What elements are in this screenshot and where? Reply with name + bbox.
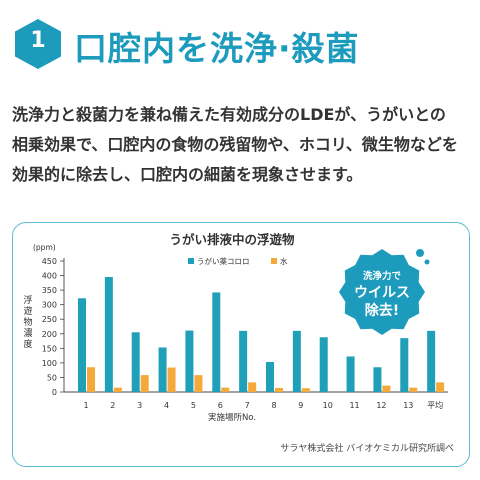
description: 洗浄力と殺菌力を兼ね備えた有効成分のLDEが、うがいとの 相乗効果で、口腔内の食… [12, 100, 474, 190]
callout-droplet-icon [416, 249, 424, 257]
bar-series-1 [346, 356, 355, 392]
x-tick-label: 9 [298, 401, 303, 410]
y-tick-label: 450 [42, 257, 57, 266]
y-tick-label: 400 [42, 272, 57, 281]
bar-series-1 [319, 337, 328, 392]
bar-series-1 [427, 330, 436, 392]
x-tick-label: 11 [349, 401, 359, 410]
bar-series-1 [78, 298, 86, 392]
bar-series-1 [131, 332, 140, 392]
description-line-1: 洗浄力と殺菌力を兼ね備えた有効成分のLDEが、うがいとの [12, 105, 446, 124]
bar-series-2 [248, 382, 257, 392]
y-axis-label-char: 濃 [23, 327, 32, 339]
bar-series-2 [436, 382, 445, 392]
bar-series-2 [113, 387, 122, 392]
callout-droplet-icon [424, 259, 430, 265]
y-tick-label: 300 [42, 301, 57, 310]
bar-series-2 [87, 367, 95, 392]
bar-series-2 [194, 375, 203, 392]
bar-series-1 [266, 362, 274, 392]
callout-line-1: 洗浄力で [363, 270, 402, 282]
y-unit-label: (ppm) [33, 243, 56, 252]
x-tick-label: 1 [83, 401, 88, 410]
y-tick-label: 100 [42, 359, 57, 368]
bar-series-2 [275, 387, 283, 392]
x-tick-label: 13 [403, 401, 413, 410]
callout-line-2: ウイルス [354, 285, 410, 301]
bar-series-1 [239, 330, 248, 392]
x-tick-label: 4 [164, 401, 169, 410]
y-tick-label: 350 [42, 286, 57, 295]
description-line-2: 相乗効果で、口腔内の食物の残留物や、ホコリ、微生物などを [12, 135, 458, 154]
legend-swatch-series-2 [271, 258, 277, 264]
bar-series-1 [292, 330, 301, 392]
x-tick-label: 8 [271, 401, 276, 410]
bar-series-1 [212, 292, 221, 392]
bar-series-2 [167, 367, 176, 392]
bar-series-1 [373, 367, 382, 392]
bar-series-2 [140, 375, 149, 392]
description-line-3: 効果的に除去し、口腔内の細菌を現象させます。 [12, 165, 363, 184]
y-axis-label-char: 遊 [23, 305, 32, 317]
bar-series-1 [185, 330, 194, 392]
legend-label-series-2: 水 [280, 256, 288, 266]
page-title: 口腔内を洗浄·殺菌 [74, 29, 360, 68]
bar-series-1 [158, 347, 167, 392]
bar-series-1 [400, 338, 409, 392]
y-tick-label: 250 [42, 315, 57, 324]
x-tick-label: 12 [376, 401, 386, 410]
x-tick-label: 2 [110, 401, 115, 410]
y-axis-label-char: 物 [23, 316, 32, 328]
bar-series-2 [301, 388, 310, 392]
callout-line-3: 除去! [365, 302, 399, 319]
x-tick-label: 6 [218, 401, 223, 410]
y-tick-label: 200 [42, 330, 57, 339]
section-header: 1 口腔内を洗浄·殺菌 [12, 14, 472, 74]
x-axis-label: 実施場所No. [208, 412, 256, 423]
y-tick-label: 50 [47, 373, 57, 382]
y-axis-label-char: 度 [23, 338, 32, 350]
chart-title: うがい排液中の浮遊物 [169, 232, 295, 247]
section-number: 1 [30, 28, 46, 53]
legend-swatch-series-1 [188, 258, 194, 264]
x-tick-label: 7 [245, 401, 250, 410]
x-tick-label: 3 [137, 401, 142, 410]
y-tick-label: 150 [42, 344, 57, 353]
bar-series-2 [221, 387, 230, 392]
source-note: サラヤ株式会社 バイオケミカル研究所調べ [280, 444, 454, 454]
x-tick-label: 10 [323, 401, 333, 410]
y-tick-label: 0 [52, 388, 57, 397]
x-tick-label: 5 [191, 401, 196, 410]
bar-series-2 [409, 387, 418, 392]
legend-label-series-1: うがい薬コロロ [197, 256, 250, 266]
hexagon-badge-icon [15, 19, 61, 69]
x-tick-label: 平均 [427, 400, 443, 410]
bar-series-2 [382, 385, 391, 392]
bar-series-1 [104, 277, 113, 392]
y-axis-label-char: 浮 [23, 294, 32, 306]
callout-bubble-icon [339, 249, 425, 335]
